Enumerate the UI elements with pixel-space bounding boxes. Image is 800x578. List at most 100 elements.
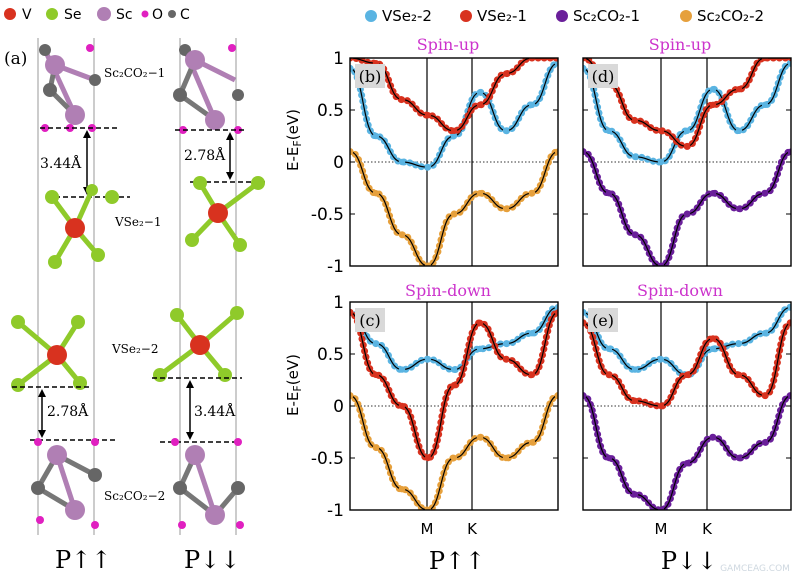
band-point — [631, 117, 639, 124]
band-point — [631, 491, 639, 498]
sc2co2-1-swatch — [556, 10, 568, 22]
band-point — [476, 190, 484, 197]
band-point — [372, 190, 380, 197]
band-point — [398, 402, 406, 410]
band-point — [761, 58, 769, 62]
band-point — [476, 101, 484, 109]
band-point — [372, 132, 380, 140]
panel-label-e: (e) — [588, 308, 618, 332]
band-point — [450, 127, 458, 134]
band-point — [605, 454, 613, 462]
title-spin-up-right: Spin-up — [649, 35, 712, 54]
band-point — [528, 371, 536, 378]
band-dots — [350, 148, 558, 266]
band-point — [502, 70, 510, 77]
distance-right-bottom: 3.44Å — [194, 402, 236, 420]
panel-label-a: (a) — [4, 49, 27, 69]
band-point — [350, 148, 354, 155]
c-atom-swatch — [168, 10, 176, 18]
band-point — [528, 439, 536, 446]
band-panel-b: (b) — [349, 57, 559, 267]
band-point — [476, 345, 484, 352]
band-point — [709, 101, 717, 109]
band-point — [683, 210, 691, 218]
ytick-label: 0 — [333, 397, 344, 417]
band-point — [787, 392, 791, 399]
band-point — [761, 439, 769, 446]
config-left-structure: P↑↑ — [55, 546, 111, 574]
legend-vse2-1: VSe₂-1 — [477, 7, 527, 25]
band-point — [583, 65, 587, 72]
band-point — [554, 392, 558, 399]
sc2co2-2-swatch — [680, 10, 692, 22]
band-point — [554, 309, 558, 316]
band-line — [583, 395, 791, 510]
o-atom-swatch — [141, 10, 149, 18]
label-sc2co2-2: Sc₂CO₂−2 — [104, 489, 165, 503]
band-point — [657, 127, 665, 134]
band-dots — [583, 148, 791, 266]
band-point — [583, 148, 587, 155]
legend-se: Se — [64, 7, 82, 23]
band-point — [709, 345, 717, 352]
band-point — [398, 158, 406, 166]
band-point — [476, 434, 484, 441]
label-vse2-1: VSe₂−1 — [114, 215, 162, 229]
band-point — [683, 127, 691, 134]
vse2-layer-left-top — [45, 184, 119, 269]
band-point — [605, 345, 613, 352]
band-point — [372, 371, 380, 378]
config-left-bands: P↑↑ — [429, 547, 485, 575]
band-point — [761, 330, 769, 337]
se-atom-swatch — [46, 8, 58, 20]
band-point — [398, 486, 406, 493]
band-point — [657, 402, 665, 410]
band-point — [735, 127, 743, 134]
ytick-label: -0.5 — [311, 449, 344, 469]
band-point — [605, 190, 613, 197]
sc2co2-layer-left-bottom — [31, 438, 102, 529]
band-point — [683, 143, 691, 150]
distance-left-bottom: 2.78Å — [47, 402, 89, 420]
band-point — [350, 58, 354, 62]
ytick-label: -0.5 — [311, 205, 344, 225]
title-spin-up-left: Spin-up — [417, 35, 480, 54]
band-point — [528, 330, 536, 337]
ytick-label: -1 — [327, 501, 344, 521]
structure-panel: (a) Sc₂CO₂−1 3.44Å — [4, 38, 265, 574]
band-point — [450, 454, 458, 462]
band-point — [424, 454, 432, 462]
v-atom-swatch — [4, 8, 16, 20]
band-area: E-EF(eV) E-EF(eV) 1 0.5 0 -0.5 -1 1 0.5 0 -0.5 -1… — [284, 35, 792, 575]
band-point — [476, 89, 484, 96]
band-point — [424, 356, 432, 363]
band-point — [787, 319, 791, 326]
band-point — [398, 366, 406, 373]
vse2-2-swatch — [365, 10, 377, 22]
panel-label-c: (c) — [355, 308, 385, 332]
xtick-m-right: M — [655, 520, 668, 538]
watermark: GAMCEAG.COM — [720, 564, 790, 574]
band-point — [631, 397, 639, 404]
band-point — [372, 340, 380, 347]
band-point — [761, 101, 769, 109]
vse2-layer-left-bottom — [11, 315, 87, 392]
ylabel-bottom: E-EF(eV) — [284, 354, 304, 416]
panel-label-d: (d) — [588, 64, 618, 88]
xtick-m-left: M — [421, 520, 434, 538]
band-line — [350, 151, 558, 266]
band-point — [398, 231, 406, 238]
band-point — [709, 190, 717, 197]
band-point — [605, 371, 613, 378]
band-point — [424, 262, 432, 266]
legend-sc: Sc — [116, 7, 133, 23]
band-point — [787, 148, 791, 155]
band-point — [683, 460, 691, 467]
band-point — [787, 304, 791, 311]
xtick-k-right: K — [702, 520, 713, 538]
band-point — [605, 127, 613, 134]
band-point — [583, 58, 587, 62]
ytick-label: 1 — [333, 293, 344, 313]
ytick-label: 0.5 — [317, 101, 344, 121]
